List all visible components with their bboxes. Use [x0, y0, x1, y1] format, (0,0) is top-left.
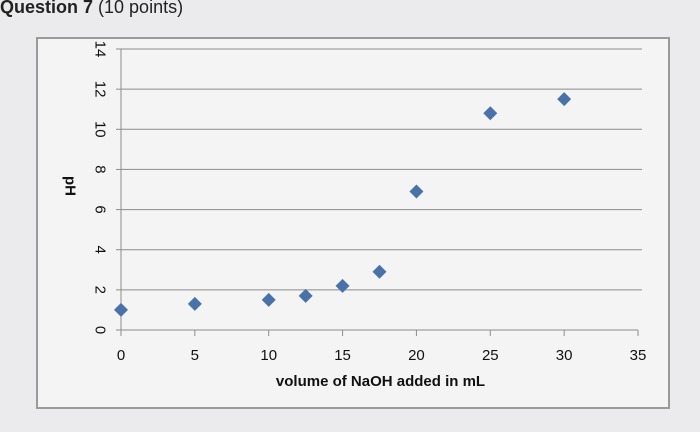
y-tick-label-2: 2: [92, 286, 109, 294]
data-point-5: [372, 264, 387, 279]
data-point-2: [261, 292, 276, 307]
y-tick-label-4: 4: [91, 246, 108, 254]
data-point-3: [298, 288, 313, 303]
y-axis-title: pH: [62, 176, 79, 196]
data-point-1: [187, 296, 202, 311]
x-tick-label-35: 35: [630, 347, 647, 364]
y-tick-label-14: 14: [92, 41, 109, 58]
data-point-0: [114, 302, 128, 317]
x-tick-label-25: 25: [482, 347, 499, 364]
x-tick-label-15: 15: [334, 347, 351, 364]
x-tick-label-5: 5: [191, 347, 199, 364]
question-points: (10 points): [98, 0, 184, 17]
x-axis-title: volume of NaOH added in mL: [276, 373, 485, 390]
y-tick-label-8: 8: [92, 165, 109, 173]
x-tick-label-20: 20: [408, 347, 425, 364]
data-point-4: [335, 278, 350, 293]
x-tick-label-10: 10: [260, 347, 277, 364]
data-point-6: [409, 184, 424, 199]
question-label: Question 7: [0, 0, 94, 17]
x-tick-label-30: 30: [556, 347, 573, 364]
y-tick-label-6: 6: [92, 205, 109, 213]
data-point-8: [557, 92, 572, 107]
y-tick-label-12: 12: [92, 81, 109, 98]
question-header: Question 7 (10 points): [0, 0, 183, 18]
y-tick-label-10: 10: [92, 121, 109, 138]
data-point-7: [483, 106, 498, 121]
y-tick-label-0: 0: [92, 326, 109, 334]
x-tick-label-0: 0: [117, 347, 125, 364]
